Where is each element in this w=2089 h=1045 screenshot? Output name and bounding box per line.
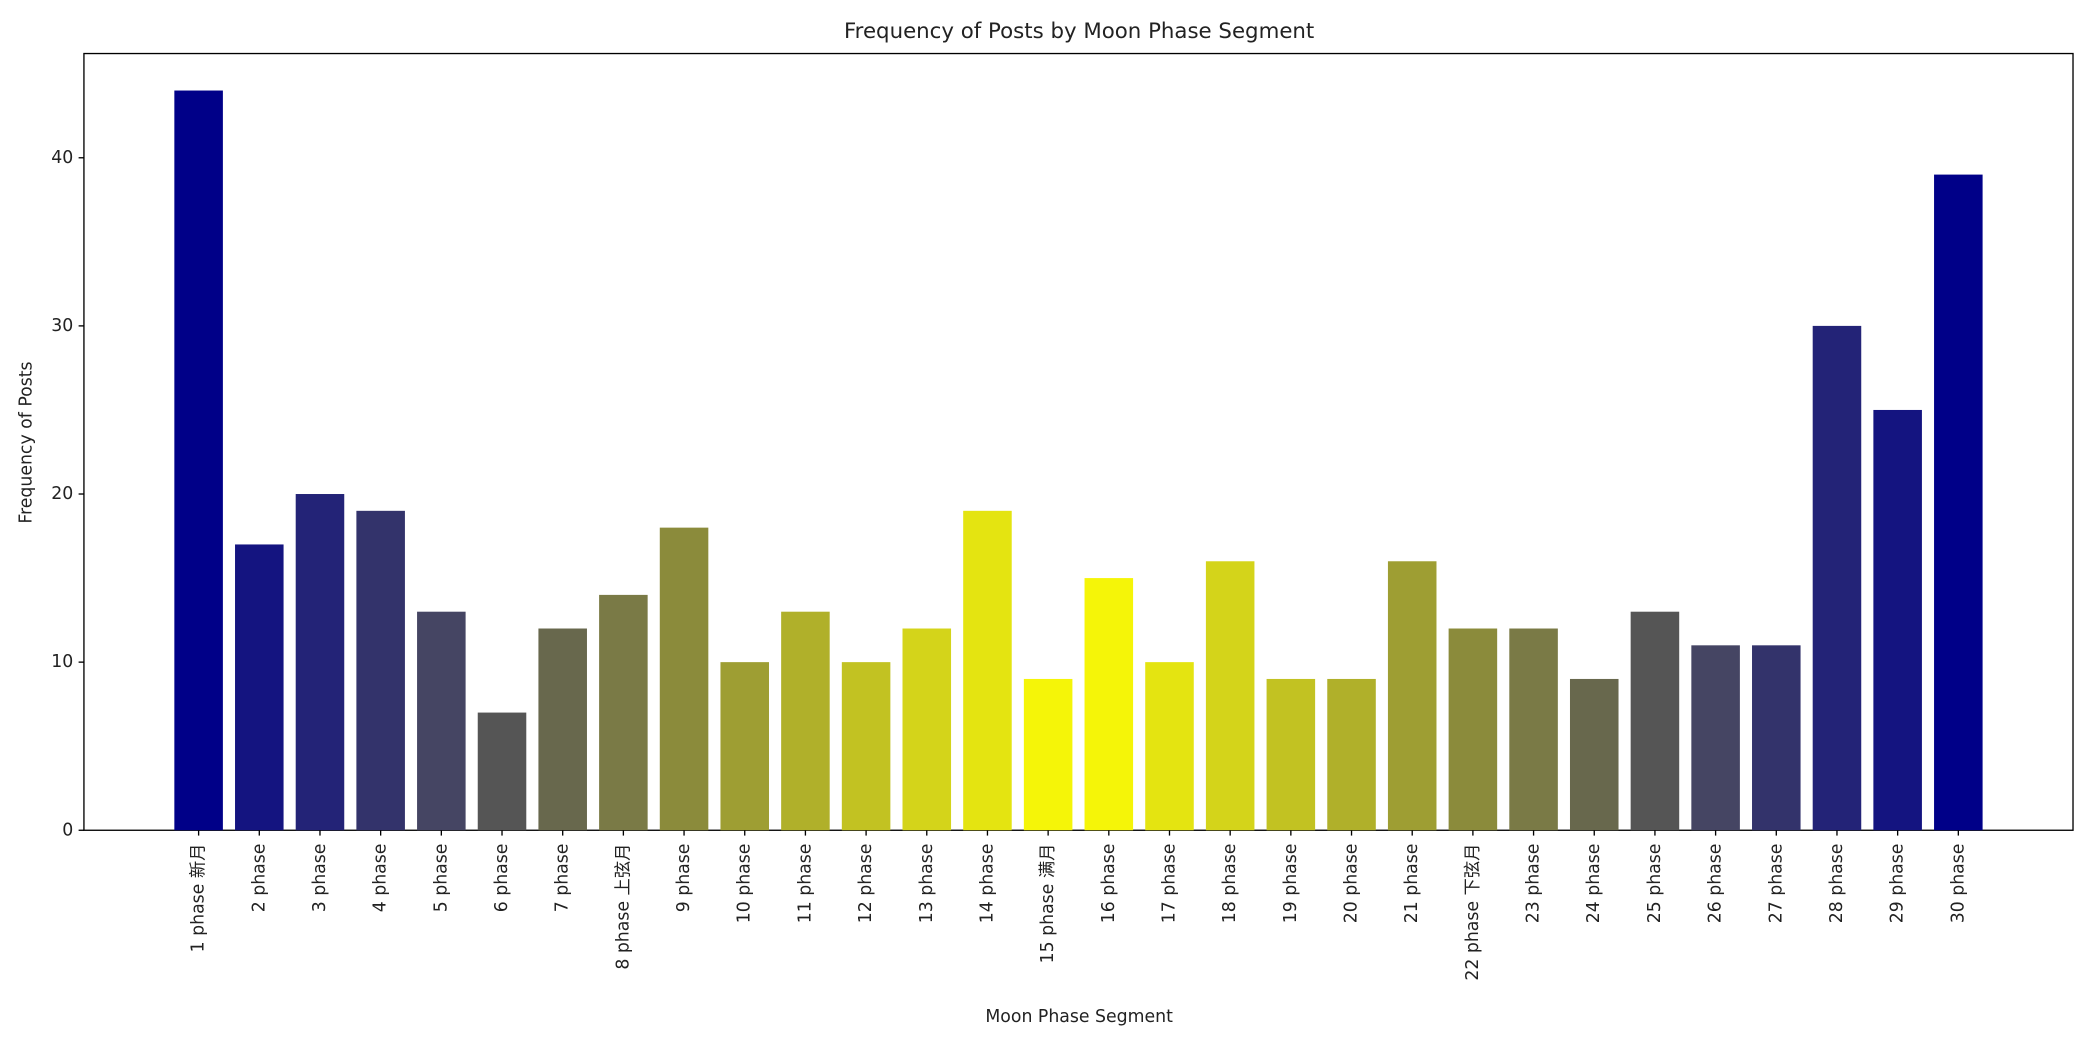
bar bbox=[720, 662, 770, 831]
y-tick-label: 40 bbox=[51, 148, 73, 168]
x-tick-label: 4 phase bbox=[371, 844, 391, 913]
bar bbox=[356, 510, 405, 831]
y-tick-label: 20 bbox=[51, 484, 73, 504]
bar bbox=[1630, 611, 1680, 831]
bar bbox=[235, 544, 284, 831]
x-tick-label: 17 phase bbox=[1159, 844, 1179, 924]
bar bbox=[599, 594, 648, 831]
bar bbox=[477, 712, 527, 831]
x-tick-label: 27 phase bbox=[1766, 844, 1786, 924]
x-tick-label: 29 phase bbox=[1888, 844, 1908, 924]
bar bbox=[1205, 561, 1255, 831]
x-tick-label: 1 phase 新月 bbox=[189, 844, 209, 953]
bar bbox=[1387, 561, 1437, 831]
bar bbox=[659, 527, 709, 831]
x-tick-label: 30 phase bbox=[1948, 844, 1968, 924]
x-tick-label: 6 phase bbox=[492, 844, 512, 913]
y-tick-label: 30 bbox=[51, 316, 73, 336]
x-tick-label: 13 phase bbox=[917, 844, 937, 924]
bar bbox=[174, 90, 223, 831]
x-tick-label: 16 phase bbox=[1099, 844, 1119, 924]
chart-title: Frequency of Posts by Moon Phase Segment bbox=[844, 19, 1314, 44]
x-tick-label: 26 phase bbox=[1706, 844, 1726, 924]
bar bbox=[1691, 645, 1740, 831]
x-tick-label: 22 phase 下弦月 bbox=[1463, 844, 1483, 981]
x-tick-label: 9 phase bbox=[674, 844, 694, 913]
plot-frame bbox=[83, 52, 2074, 831]
bar bbox=[1752, 645, 1801, 831]
bar bbox=[963, 510, 1012, 831]
y-tick-label: 10 bbox=[51, 652, 73, 672]
bar bbox=[295, 494, 345, 831]
bar bbox=[417, 611, 466, 831]
x-tick-label: 23 phase bbox=[1524, 844, 1544, 924]
bar bbox=[1448, 628, 1498, 831]
bar bbox=[781, 611, 830, 831]
x-tick-label: 21 phase bbox=[1402, 844, 1422, 924]
bar bbox=[1934, 174, 1983, 831]
x-tick-label: 25 phase bbox=[1645, 844, 1665, 924]
x-tick-label: 10 phase bbox=[735, 844, 755, 924]
x-tick-label: 11 phase bbox=[795, 844, 815, 924]
x-tick-label: 15 phase 满月 bbox=[1038, 844, 1058, 964]
x-tick-label: 18 phase bbox=[1220, 844, 1240, 924]
bar bbox=[1812, 325, 1862, 831]
x-tick-label: 2 phase bbox=[249, 844, 269, 913]
x-tick-label: 14 phase bbox=[977, 844, 997, 924]
bar bbox=[841, 662, 891, 831]
x-tick-label: 5 phase bbox=[431, 844, 451, 913]
x-tick-label: 7 phase bbox=[553, 844, 573, 913]
bar bbox=[1084, 578, 1134, 831]
x-tick-label: 19 phase bbox=[1281, 844, 1301, 924]
bar bbox=[1873, 409, 1922, 831]
bar bbox=[1145, 662, 1194, 831]
bar bbox=[1023, 678, 1073, 831]
bar bbox=[1509, 628, 1558, 831]
bar bbox=[1569, 678, 1619, 831]
x-tick-label: 8 phase 上弦月 bbox=[613, 844, 633, 970]
bar bbox=[902, 628, 952, 831]
x-tick-label: 28 phase bbox=[1827, 844, 1847, 924]
bar bbox=[1327, 678, 1376, 831]
y-axis-label: Frequency of Posts bbox=[17, 361, 37, 523]
bar bbox=[1266, 678, 1316, 831]
y-tick-label: 0 bbox=[62, 820, 73, 840]
x-tick-label: 3 phase bbox=[310, 844, 330, 913]
x-axis-label: Moon Phase Segment bbox=[985, 1007, 1173, 1027]
x-tick-label: 24 phase bbox=[1584, 844, 1604, 924]
x-tick-label: 12 phase bbox=[856, 844, 876, 924]
bar bbox=[538, 628, 587, 831]
x-tick-label: 20 phase bbox=[1342, 844, 1362, 924]
